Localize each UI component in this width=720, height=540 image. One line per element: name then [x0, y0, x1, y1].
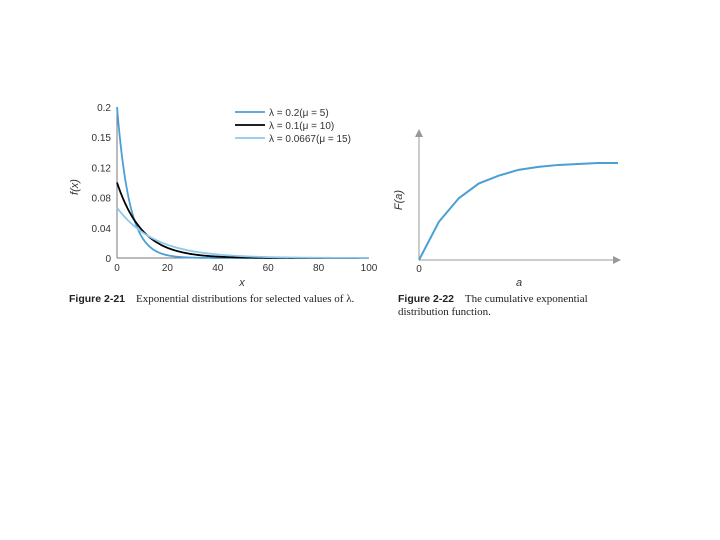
y-tick-label: 0.08	[92, 194, 112, 205]
x-tick-labels: 0 20 40 60 80 100	[114, 263, 378, 274]
pdf-chart: 0 0.04 0.08 0.12 0.15 0.2 0 20 40 60 80 100 λ = 0.…	[69, 103, 378, 289]
y-tick-label: 0.12	[92, 163, 112, 174]
caption-text: The cumulative exponential distribution …	[398, 293, 588, 318]
y-tick-label: 0.04	[92, 224, 112, 235]
legend-label-2: λ = 0.0667(μ = 15)	[269, 134, 351, 145]
cdf-curve	[418, 161, 618, 261]
y-tick-label: 0	[105, 254, 111, 265]
caption-number: Figure 2-22	[398, 293, 455, 305]
legend-label-1: λ = 0.1(μ = 10)	[269, 121, 334, 132]
x-tick-label: 60	[263, 263, 275, 274]
legend-label-0: λ = 0.2(μ = 5)	[269, 108, 329, 119]
x-tick-label: 100	[361, 263, 378, 274]
y-tick-label: 0.15	[92, 133, 112, 144]
figure-2-22-caption: Figure 2-22 The cumulative exponential d…	[398, 293, 626, 319]
y-tick-labels: 0 0.04 0.08 0.12 0.15 0.2	[92, 103, 112, 265]
x-tick-label: 80	[313, 263, 325, 274]
cdf-y-axis-label: F(a)	[393, 190, 405, 211]
figure-2-21-caption: Figure 2-21 Exponential distributions fo…	[69, 293, 389, 306]
caption-number: Figure 2-21	[69, 293, 126, 305]
x-tick-label: 0	[114, 263, 120, 274]
x-tick-label: 20	[162, 263, 174, 274]
y-tick-label: 0.2	[97, 103, 111, 114]
pdf-series	[116, 106, 370, 259]
cdf-origin-label: 0	[416, 264, 422, 275]
y-axis-label: f(x)	[69, 179, 81, 195]
cdf-chart: 0 F(a) a	[393, 129, 621, 289]
x-axis-label: x	[238, 277, 245, 289]
caption-text: Exponential distributions for selected v…	[136, 293, 355, 305]
x-tick-label: 40	[212, 263, 224, 274]
series-line-2	[116, 207, 370, 259]
legend: λ = 0.2(μ = 5) λ = 0.1(μ = 10) λ = 0.0667(…	[235, 108, 351, 145]
cdf-x-axis-label: a	[516, 277, 522, 289]
series-line-1	[116, 182, 369, 259]
